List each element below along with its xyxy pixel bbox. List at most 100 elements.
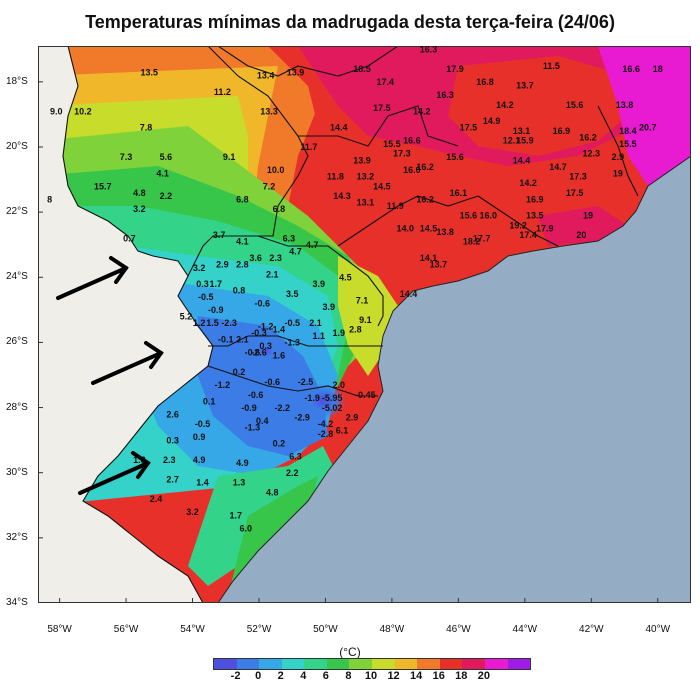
station-value: 15.6 bbox=[566, 100, 584, 110]
station-value: 8 bbox=[47, 194, 52, 204]
station-value: 13.1 bbox=[357, 198, 375, 208]
station-value: 0.3 bbox=[196, 279, 209, 289]
station-value: -1.2 bbox=[258, 321, 274, 331]
station-value: 15.6 bbox=[460, 211, 478, 221]
station-value: 17.9 bbox=[536, 224, 554, 234]
station-value: -2.6 bbox=[251, 347, 267, 357]
station-value: 2.1 bbox=[266, 269, 279, 279]
station-value: 0.3 bbox=[259, 341, 272, 351]
longitude-label: 44°W bbox=[512, 624, 538, 635]
station-value: -0.5 bbox=[195, 419, 211, 429]
colorbar-tick-label: 20 bbox=[477, 670, 490, 682]
station-value: 4.5 bbox=[339, 273, 352, 283]
station-value: 13.9 bbox=[287, 67, 305, 77]
station-value: 9.0 bbox=[50, 106, 63, 116]
colorbar-tick-label: 12 bbox=[387, 670, 400, 682]
longitude-labels bbox=[59, 598, 659, 603]
colorbar-swatch bbox=[462, 659, 485, 669]
station-value: 17.3 bbox=[393, 149, 411, 159]
station-value: 17.4 bbox=[377, 77, 395, 87]
station-value: 1.6 bbox=[273, 351, 286, 361]
station-value: 6.1 bbox=[336, 426, 349, 436]
station-value: 2.9 bbox=[346, 413, 359, 423]
station-value: 11.2 bbox=[214, 87, 231, 97]
latitude-label: 20°S bbox=[6, 140, 28, 152]
station-value: 18 bbox=[653, 64, 663, 74]
station-value: 7.8 bbox=[140, 123, 153, 133]
station-value: 5.2 bbox=[180, 312, 193, 322]
colorbar-ticks: -2 0 2 4 6 8 10 12 14 16 18 20 bbox=[213, 670, 529, 686]
station-value: 16.2 bbox=[416, 194, 434, 204]
station-value: 0.3 bbox=[166, 435, 179, 445]
station-value: 3.2 bbox=[193, 263, 206, 273]
station-value: 12.3 bbox=[583, 149, 601, 159]
station-value: -0.6 bbox=[245, 347, 261, 357]
latitude-label: 34°S bbox=[6, 597, 28, 608]
station-value: 1.7 bbox=[210, 279, 223, 289]
station-value: 4.9 bbox=[236, 458, 249, 468]
station-value: 19 bbox=[613, 168, 623, 178]
station-value: -0.5 bbox=[198, 292, 214, 302]
station-value: 14.3 bbox=[333, 191, 351, 201]
station-value: 17.5 bbox=[460, 123, 478, 133]
longitude-label: 46°W bbox=[446, 624, 471, 635]
station-value: -0.6 bbox=[248, 390, 264, 400]
station-value: 2.3 bbox=[163, 455, 176, 465]
map-canvas: 13.511.213.413.918.219.116.318.517.911.5… bbox=[38, 46, 691, 603]
colorbar-swatch bbox=[507, 659, 531, 669]
station-value: 4.7 bbox=[289, 246, 302, 256]
colorbar-swatch bbox=[439, 659, 463, 669]
station-value: 14.9 bbox=[483, 116, 501, 126]
longitude-label: 42°W bbox=[579, 624, 604, 635]
station-value: 17.9 bbox=[446, 64, 464, 74]
latitude-label: 26°S bbox=[6, 336, 28, 348]
station-value: 10.0 bbox=[267, 165, 285, 175]
station-value: 13.1 bbox=[513, 126, 531, 136]
station-value: 19.2 bbox=[509, 220, 527, 230]
station-value: 13.5 bbox=[526, 211, 544, 221]
station-value: -1.2 bbox=[215, 380, 231, 390]
station-value: 16.0 bbox=[480, 211, 498, 221]
arrow-2 bbox=[91, 351, 163, 385]
map-frame bbox=[38, 46, 691, 603]
station-value: 4.7 bbox=[306, 240, 319, 250]
colorbar-swatch bbox=[484, 659, 508, 669]
station-value: 2.8 bbox=[236, 259, 249, 269]
latitude-label: 28°S bbox=[6, 401, 28, 413]
station-value: -0.6 bbox=[255, 299, 271, 309]
station-value: 6.3 bbox=[283, 233, 296, 243]
station-value: 16.0 bbox=[403, 165, 421, 175]
station-value: 1.2 bbox=[193, 318, 206, 328]
longitude-label: 58°W bbox=[47, 624, 72, 635]
station-value: 17.5 bbox=[373, 103, 391, 113]
station-value: 5.6 bbox=[160, 152, 173, 162]
station-value: 13.9 bbox=[353, 155, 371, 165]
latitude-label: 24°S bbox=[6, 271, 28, 283]
colorbar-swatch bbox=[214, 659, 237, 669]
station-value: 3.2 bbox=[186, 507, 199, 517]
station-value: 17.4 bbox=[519, 230, 537, 240]
station-value: 0.2 bbox=[233, 367, 246, 377]
station-value: 0.8 bbox=[233, 286, 246, 296]
station-value: 14.2 bbox=[413, 106, 431, 116]
station-value: 14.2 bbox=[496, 100, 514, 110]
colorbar-tick-label: 0 bbox=[255, 670, 262, 682]
station-value: 0.9 bbox=[193, 432, 206, 442]
station-value: -1.3 bbox=[245, 422, 261, 432]
colorbar-tick-label: 16 bbox=[432, 670, 445, 682]
station-value: 14.4 bbox=[330, 123, 348, 133]
arrow-3 bbox=[78, 461, 150, 495]
latitude-label: 18°S bbox=[6, 75, 28, 87]
station-value: 2.1 bbox=[309, 318, 322, 328]
arrow-3-head bbox=[144, 341, 164, 369]
longitude-label: 48°W bbox=[379, 624, 405, 635]
station-value: 3.7 bbox=[213, 230, 226, 240]
station-value: 16.2 bbox=[416, 162, 434, 172]
station-value: 4.1 bbox=[236, 237, 249, 247]
station-values: 13.511.213.413.918.219.116.318.517.911.5… bbox=[47, 46, 663, 533]
station-value: 16.3 bbox=[420, 46, 438, 55]
station-value: 14.1 bbox=[420, 253, 438, 263]
station-value: 1.1 bbox=[313, 331, 326, 341]
station-value: 1.4 bbox=[273, 325, 286, 335]
longitude-label: 40°W bbox=[645, 624, 671, 635]
